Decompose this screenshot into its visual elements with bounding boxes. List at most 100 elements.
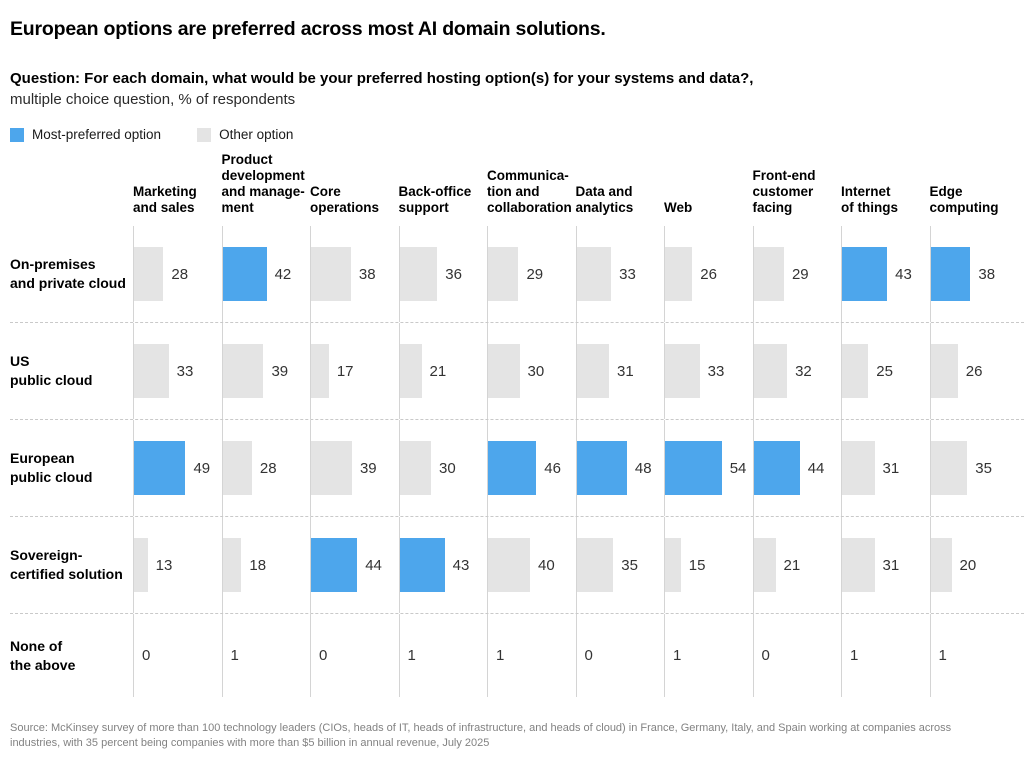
chart-row-1: On-premises and private cloud 28 42 38 36 29 3… bbox=[10, 226, 1024, 323]
cell: 21 bbox=[398, 323, 488, 419]
bar-other bbox=[753, 344, 788, 398]
cell: 15 bbox=[664, 517, 753, 613]
cell: 1 bbox=[929, 614, 1019, 697]
bar-other bbox=[576, 344, 610, 398]
page-title: European options are preferred across mo… bbox=[10, 18, 606, 40]
bar-other bbox=[399, 441, 431, 495]
bar-value: 32 bbox=[795, 362, 812, 380]
bar-value: 21 bbox=[429, 362, 447, 380]
bar-value: 0 bbox=[761, 647, 770, 664]
bar-other bbox=[842, 441, 875, 495]
bar-other bbox=[222, 538, 242, 592]
cell: 48 bbox=[575, 420, 665, 516]
bar-other bbox=[222, 441, 252, 495]
column-header-4: Back-office support bbox=[398, 184, 472, 215]
bar-value: 33 bbox=[619, 265, 636, 283]
bar-value: 26 bbox=[965, 362, 983, 380]
bar-other bbox=[576, 247, 612, 301]
bar-most-preferred bbox=[665, 441, 722, 495]
bar-value: 15 bbox=[688, 556, 706, 574]
legend-swatch-blue bbox=[10, 127, 24, 142]
cell: 0 bbox=[133, 614, 222, 697]
bar-other bbox=[930, 441, 968, 495]
cell: 26 bbox=[929, 323, 1019, 419]
column-header-2: Product development and manage- ment bbox=[221, 152, 305, 215]
bar-value: 38 bbox=[358, 265, 376, 283]
row-label: Sovereign- certified solution bbox=[10, 547, 123, 582]
bar-other bbox=[311, 344, 329, 398]
cell: 40 bbox=[487, 517, 576, 613]
bar-value: 29 bbox=[791, 265, 809, 283]
cell: 31 bbox=[841, 517, 930, 613]
legend-swatch-gray bbox=[197, 127, 212, 142]
bar-value: 18 bbox=[249, 556, 267, 574]
cell: 28 bbox=[133, 226, 222, 322]
column-header-6: Data and analytics bbox=[575, 184, 634, 215]
cell: 17 bbox=[310, 323, 399, 419]
bar-other bbox=[930, 538, 952, 592]
legend: Most-preferred option Other option bbox=[10, 127, 1024, 142]
cell: 39 bbox=[310, 420, 399, 516]
bar-most-preferred bbox=[222, 247, 267, 301]
cell: 1 bbox=[221, 614, 311, 697]
bar-other bbox=[665, 247, 693, 301]
cell: 31 bbox=[575, 323, 665, 419]
bar-other bbox=[488, 247, 519, 301]
legend-label: Other option bbox=[219, 127, 294, 142]
bar-other bbox=[134, 344, 169, 398]
cell: 46 bbox=[487, 420, 576, 516]
bar-value: 36 bbox=[445, 265, 462, 283]
cell: 0 bbox=[752, 614, 842, 697]
row-label: None of the above bbox=[10, 637, 76, 673]
cell: 43 bbox=[841, 226, 930, 322]
cell: 20 bbox=[929, 517, 1019, 613]
bar-value: 42 bbox=[274, 265, 292, 283]
column-header-7: Web bbox=[664, 200, 693, 215]
cell: 21 bbox=[752, 517, 842, 613]
bar-value: 33 bbox=[176, 362, 194, 380]
bar-value: 0 bbox=[142, 647, 151, 664]
column-header-8: Front-end customer facing bbox=[752, 168, 816, 215]
column-header-9: Internet of things bbox=[841, 184, 898, 215]
cell: 30 bbox=[398, 420, 488, 516]
bar-other bbox=[576, 538, 614, 592]
cell: 39 bbox=[221, 323, 311, 419]
cell: 25 bbox=[841, 323, 930, 419]
column-header-10: Edge computing bbox=[929, 184, 999, 215]
cell: 35 bbox=[575, 517, 665, 613]
bar-value: 44 bbox=[807, 459, 825, 477]
bar-value: 30 bbox=[527, 362, 545, 380]
bar-value: 1 bbox=[230, 647, 239, 664]
cell: 30 bbox=[487, 323, 576, 419]
bar-value: 1 bbox=[850, 647, 859, 664]
bar-value: 38 bbox=[978, 265, 996, 283]
bar-value: 40 bbox=[538, 556, 555, 574]
bar-value: 31 bbox=[617, 362, 634, 380]
row-label: US public cloud bbox=[10, 353, 93, 388]
cell: 0 bbox=[310, 614, 399, 697]
bar-other bbox=[753, 538, 776, 592]
bar-other bbox=[222, 344, 264, 398]
chart-row-4: Sovereign- certified solution 13 18 44 43 40 3… bbox=[10, 517, 1024, 614]
bar-other bbox=[488, 538, 530, 592]
cell: 26 bbox=[664, 226, 753, 322]
bar-value: 31 bbox=[882, 556, 900, 574]
bar-value: 0 bbox=[319, 647, 328, 664]
legend-item-most-preferred: Most-preferred option bbox=[10, 127, 161, 142]
bar-most-preferred bbox=[930, 247, 971, 301]
source-note: Source: McKinsey survey of more than 100… bbox=[10, 722, 952, 749]
cell: 18 bbox=[221, 517, 311, 613]
bar-most-preferred bbox=[488, 441, 537, 495]
cell: 44 bbox=[310, 517, 399, 613]
bar-value: 0 bbox=[584, 647, 593, 664]
bar-value: 13 bbox=[155, 556, 173, 574]
chart-body: On-premises and private cloud 28 42 38 36 29 3… bbox=[10, 226, 1024, 697]
bar-value: 25 bbox=[876, 362, 893, 380]
cell: 54 bbox=[664, 420, 753, 516]
cell: 33 bbox=[575, 226, 665, 322]
legend-label: Most-preferred option bbox=[32, 127, 162, 142]
cell: 31 bbox=[841, 420, 930, 516]
bar-value: 43 bbox=[452, 556, 470, 574]
bar-value: 30 bbox=[439, 459, 456, 477]
